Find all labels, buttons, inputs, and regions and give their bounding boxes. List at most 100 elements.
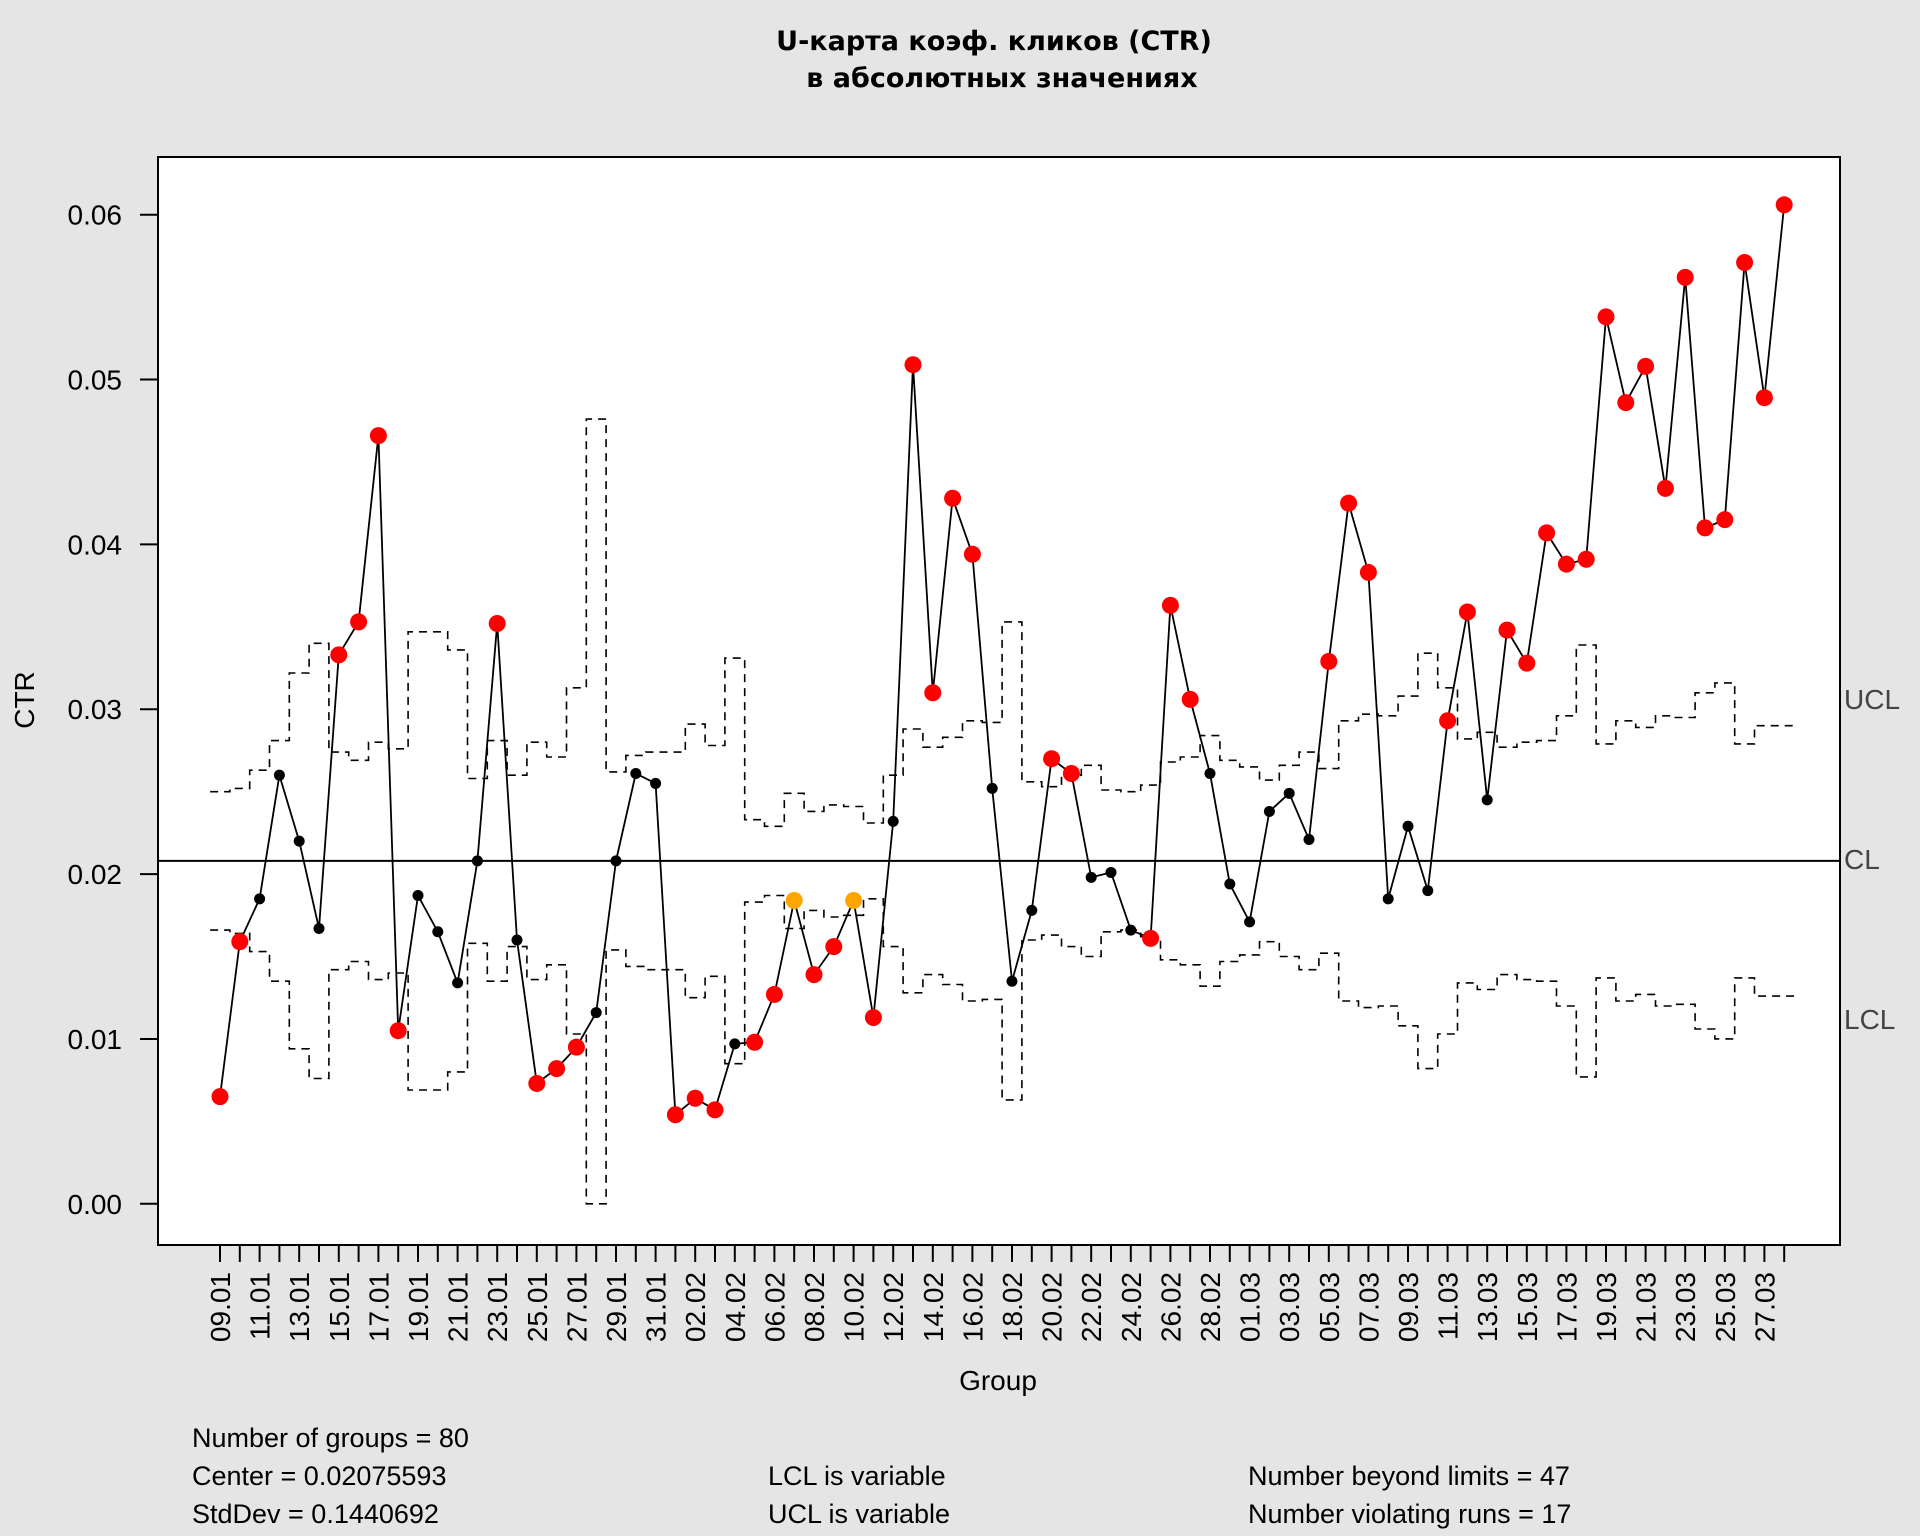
point-beyond-limits xyxy=(1775,196,1793,214)
data-point xyxy=(254,893,266,905)
data-point xyxy=(1263,805,1275,817)
point-violating-run xyxy=(845,891,863,909)
data-point xyxy=(511,934,523,946)
point-beyond-limits xyxy=(825,938,843,956)
x-tick-label: 04.02 xyxy=(720,1272,751,1342)
x-tick-label: 21.01 xyxy=(443,1272,474,1342)
point-beyond-limits xyxy=(1538,524,1556,542)
x-tick-label: 20.02 xyxy=(1037,1272,1068,1342)
x-tick-label: 17.01 xyxy=(363,1272,394,1342)
point-beyond-limits xyxy=(1340,494,1358,512)
point-beyond-limits xyxy=(864,1009,882,1027)
x-tick-label: 23.03 xyxy=(1670,1272,1701,1342)
chart-title-line2: в абсолютных значениях xyxy=(806,63,1197,94)
x-tick-label: 01.03 xyxy=(1235,1272,1266,1342)
data-point xyxy=(729,1038,741,1050)
stat-stddev: StdDev = 0.1440692 xyxy=(192,1499,439,1529)
lcl-label: LCL xyxy=(1844,1004,1895,1035)
point-beyond-limits xyxy=(686,1089,704,1107)
x-tick-label: 25.01 xyxy=(522,1272,553,1342)
x-tick-label: 19.03 xyxy=(1591,1272,1622,1342)
lcl-line xyxy=(210,894,1795,1205)
data-point xyxy=(293,835,305,847)
y-tick-label: 0.03 xyxy=(68,694,123,725)
data-point xyxy=(1481,794,1493,806)
point-beyond-limits xyxy=(963,545,981,563)
point-beyond-limits xyxy=(1320,652,1338,670)
cl-label: CL xyxy=(1844,844,1880,875)
point-violating-run xyxy=(785,891,803,909)
point-beyond-limits xyxy=(1656,479,1674,497)
y-axis: 0.00 0.01 0.02 0.03 0.04 0.05 0.06 xyxy=(68,200,158,1220)
data-point xyxy=(1303,833,1315,845)
x-tick-label: 07.03 xyxy=(1353,1272,1384,1342)
data-point xyxy=(412,890,424,902)
x-tick-label: 14.02 xyxy=(918,1272,949,1342)
x-tick-label: 06.02 xyxy=(759,1272,790,1342)
data-point xyxy=(1422,885,1434,897)
data-point xyxy=(610,855,622,867)
x-tick-label: 15.01 xyxy=(324,1272,355,1342)
data-point xyxy=(1283,787,1295,799)
point-beyond-limits xyxy=(1617,394,1635,412)
point-beyond-limits xyxy=(1518,654,1536,672)
point-beyond-limits xyxy=(1696,519,1714,537)
stat-violating-runs: Number violating runs = 17 xyxy=(1248,1499,1571,1529)
stat-lcl-variable: LCL is variable xyxy=(768,1461,946,1491)
point-beyond-limits xyxy=(805,966,823,984)
point-beyond-limits xyxy=(1181,690,1199,708)
x-tick-label: 23.01 xyxy=(482,1272,513,1342)
stat-center: Center = 0.02075593 xyxy=(192,1461,446,1491)
ucl-line xyxy=(210,418,1795,828)
point-beyond-limits xyxy=(706,1101,724,1119)
point-beyond-limits xyxy=(1043,750,1061,768)
point-beyond-limits xyxy=(548,1060,566,1078)
x-tick-label: 02.02 xyxy=(680,1272,711,1342)
point-beyond-limits xyxy=(944,489,962,507)
data-point xyxy=(432,926,444,938)
point-beyond-limits xyxy=(567,1038,585,1056)
data-point xyxy=(452,977,464,989)
point-beyond-limits xyxy=(211,1088,229,1106)
x-tick-label: 27.01 xyxy=(561,1272,592,1342)
x-tick-label: 31.01 xyxy=(641,1272,672,1342)
plot-panel xyxy=(158,157,1840,1245)
stat-ucl-variable: UCL is variable xyxy=(768,1499,950,1529)
point-beyond-limits xyxy=(746,1033,764,1051)
stat-beyond-limits: Number beyond limits = 47 xyxy=(1248,1461,1570,1491)
point-beyond-limits xyxy=(1142,929,1160,947)
data-point xyxy=(313,922,325,934)
point-beyond-limits xyxy=(904,356,922,374)
data-point xyxy=(1224,878,1236,890)
x-tick-label: 08.02 xyxy=(799,1272,830,1342)
x-tick-label: 28.02 xyxy=(1195,1272,1226,1342)
x-tick-label: 24.02 xyxy=(1116,1272,1147,1342)
data-point xyxy=(1085,871,1097,883)
point-beyond-limits xyxy=(1637,357,1655,375)
y-tick-label: 0.02 xyxy=(68,859,123,890)
ucl-label: UCL xyxy=(1844,684,1900,715)
point-beyond-limits xyxy=(1458,603,1476,621)
x-tick-label: 09.01 xyxy=(205,1272,236,1342)
y-tick-label: 0.05 xyxy=(68,365,123,396)
data-point xyxy=(1402,820,1414,832)
point-beyond-limits xyxy=(528,1074,546,1092)
point-beyond-limits xyxy=(350,613,368,631)
data-point xyxy=(1382,893,1394,905)
point-beyond-limits xyxy=(1498,621,1516,639)
x-tick-label: 21.03 xyxy=(1631,1272,1662,1342)
point-beyond-limits xyxy=(924,684,942,702)
data-point xyxy=(1244,916,1256,928)
x-tick-label: 13.03 xyxy=(1472,1272,1503,1342)
point-beyond-limits xyxy=(1755,389,1773,407)
data-point xyxy=(590,1007,602,1019)
x-tick-label: 10.02 xyxy=(839,1272,870,1342)
x-tick-label: 03.03 xyxy=(1274,1272,1305,1342)
point-beyond-limits xyxy=(1736,254,1754,272)
x-tick-label: 05.03 xyxy=(1314,1272,1345,1342)
point-beyond-limits xyxy=(666,1106,684,1124)
point-beyond-limits xyxy=(1716,511,1734,529)
data-point xyxy=(273,769,285,781)
point-beyond-limits xyxy=(1557,555,1575,573)
